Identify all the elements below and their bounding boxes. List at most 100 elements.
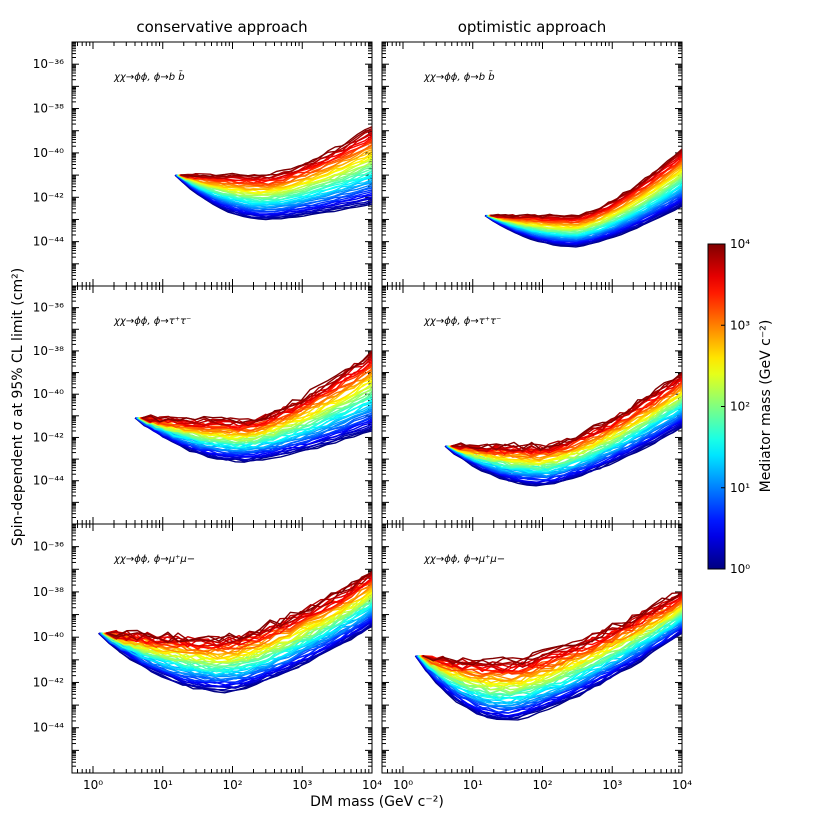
y-tick-label: 10⁻⁴⁰ [33,387,64,401]
mediator-curve [98,622,372,689]
mediator-curve [105,575,372,647]
x-tick-label: 10¹ [463,778,483,792]
x-tick-label: 10² [222,778,242,792]
mediator-curve [446,410,682,475]
mediator-curve [177,164,372,199]
mediator-curve [422,597,682,673]
mediator-curve [447,408,682,474]
mediator-curve [422,591,682,666]
mediator-curve [141,351,372,423]
mediator-curve [179,141,372,187]
mediator-curve [486,188,682,239]
mediator-curve [175,174,372,213]
mediator-curve [490,148,682,218]
channel-annotation: χχ→ϕϕ, ϕ→μ⁺μ− [423,554,505,565]
mediator-curve [174,174,372,219]
mediator-curve [179,138,372,184]
colorbar-tick-label: 10² [730,400,750,414]
panel-tautau-conservative: 10⁻³⁶ 10⁻³⁸ 10⁻⁴⁰ 10⁻⁴² 10⁻⁴⁴ χχ→ϕϕ, ϕ→τ⁺τ⁻ [33,285,373,525]
curve-family [174,126,372,221]
mediator-curve [447,407,682,474]
colorbar-tick-label: 10⁴ [730,237,750,251]
mediator-curve [141,350,372,424]
mediator-curve [420,602,682,681]
channel-annotation: χχ→ϕϕ, ϕ→b b̄ [423,70,495,83]
channel-annotation: χχ→ϕϕ, ϕ→b b̄ [113,70,185,83]
curve-family [134,350,372,463]
mediator-curve [484,204,682,247]
mediator-curve [421,601,682,678]
y-tick-label: 10⁻⁴² [33,675,64,689]
y-tick-label: 10⁻⁴⁴ [33,474,64,488]
y-tick-label: 10⁻³⁸ [33,102,64,116]
x-tick-label: 10³ [602,778,622,792]
colorbar-tick-label: 10¹ [730,481,750,495]
y-tick-label: 10⁻³⁶ [33,540,64,554]
panel-mumu-conservative: 10⁻³⁶ 10⁻³⁸ 10⁻⁴⁰ 10⁻⁴² 10⁻⁴⁴ 10⁰ 10¹ 10² 10³ 10⁴… [33,523,382,792]
mediator-curve [178,157,372,195]
curve-family [484,148,682,248]
mediator-curve [140,361,372,428]
mediator-curve [451,374,682,452]
y-tick-label: 10⁻³⁸ [33,585,64,599]
mediator-curve [106,570,372,643]
channel-annotation: χχ→ϕϕ, ϕ→τ⁺τ⁻ [113,316,191,327]
x-tick-label: 10⁴ [672,778,692,792]
x-tick-label: 10¹ [153,778,173,792]
x-tick-label: 10⁰ [393,778,413,792]
mediator-curve [102,599,372,667]
curve-family [98,570,372,694]
mediator-curve [180,126,372,178]
mediator-curve [451,373,682,451]
mediator-curve [451,371,682,450]
y-tick-label: 10⁻⁴⁰ [33,146,64,160]
colorbar-tick-label: 10⁰ [730,562,750,576]
y-axis-label: Spin-dependent σ at 95% CL limit (cm²) [10,268,26,546]
mediator-curve [444,425,682,486]
y-tick-label: 10⁻⁴² [33,190,64,204]
mediator-curve [446,415,682,479]
mediator-curve [105,574,372,647]
mediator-curve [176,174,372,210]
colorbar-label: Mediator mass (GeV c⁻²) [758,320,774,493]
mediator-curve [102,595,372,664]
x-tick-label: 10⁴ [362,778,382,792]
mediator-curve [137,392,372,444]
y-tick-label: 10⁻⁴² [33,430,64,444]
y-tick-label: 10⁻⁴⁴ [33,235,64,249]
x-tick-label: 10² [532,778,552,792]
mediator-curve [489,164,682,226]
channel-annotation: χχ→ϕϕ, ϕ→τ⁺τ⁻ [423,316,501,327]
colorbar: 10⁰ 10¹ 10² 10³ 10⁴ Mediator mass (GeV c⁻²) [707,237,774,576]
x-tick-label: 10⁰ [83,778,103,792]
curve-family [414,591,682,721]
mediator-curve [135,417,372,458]
y-tick-label: 10⁻³⁶ [33,57,64,71]
mediator-curve [135,417,372,461]
mediator-curve [177,171,372,203]
y-tick-label: 10⁻³⁶ [33,301,64,315]
panel-bb-optimistic: χχ→ϕϕ, ϕ→b b̄ [381,41,683,287]
y-tick-label: 10⁻⁴⁴ [33,721,64,735]
mediator-curve [103,593,372,663]
panel-mumu-optimistic: 10⁰ 10¹ 10² 10³ 10⁴ χχ→ϕϕ, ϕ→μ⁺μ− [381,523,692,792]
mediator-curve [416,625,682,714]
mediator-curve [414,632,682,721]
mediator-curve [180,127,372,178]
colorbar-tick-label: 10³ [730,318,750,332]
panel-tautau-optimistic: χχ→ϕϕ, ϕ→τ⁺τ⁻ [381,285,683,525]
panel-bb-conservative: 10⁻³⁶ 10⁻³⁸ 10⁻⁴⁰ 10⁻⁴² 10⁻⁴⁴ χχ→ϕϕ, ϕ→b b̄ [33,41,373,287]
channel-annotation: χχ→ϕϕ, ϕ→μ⁺μ− [113,554,195,565]
curve-family [444,371,682,487]
mediator-curve [104,580,372,650]
title-optimistic: optimistic approach [458,18,607,36]
title-conservative: conservative approach [136,18,307,36]
mediator-curve [177,168,372,201]
y-tick-label: 10⁻⁴⁰ [33,630,64,644]
x-axis-label: DM mass (GeV c⁻²) [310,794,444,810]
mediator-curve [422,592,682,666]
mediator-curve [140,365,372,431]
mediator-curve [140,369,372,434]
mediator-curve [101,606,372,676]
